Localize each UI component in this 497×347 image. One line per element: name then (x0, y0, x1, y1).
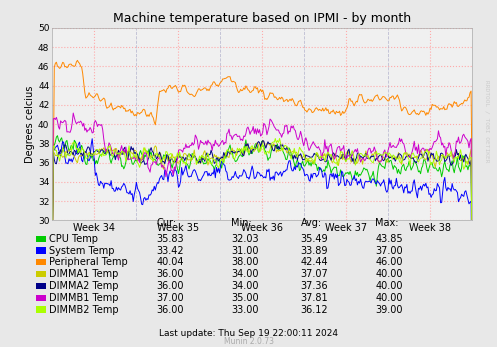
Text: 33.42: 33.42 (157, 246, 184, 255)
Text: Last update: Thu Sep 19 22:00:11 2024: Last update: Thu Sep 19 22:00:11 2024 (159, 329, 338, 338)
Text: 43.85: 43.85 (375, 234, 403, 244)
Y-axis label: Degrees celcius: Degrees celcius (25, 85, 35, 163)
Text: 38.00: 38.00 (231, 257, 258, 267)
Text: 40.00: 40.00 (375, 281, 403, 291)
Text: 36.12: 36.12 (301, 305, 329, 314)
Text: 36.00: 36.00 (157, 269, 184, 279)
Text: 37.81: 37.81 (301, 293, 329, 303)
Text: 34.00: 34.00 (231, 281, 258, 291)
Text: DIMMA1 Temp: DIMMA1 Temp (49, 269, 118, 279)
Text: 40.00: 40.00 (375, 293, 403, 303)
Text: Max:: Max: (375, 218, 399, 228)
Text: DIMMB2 Temp: DIMMB2 Temp (49, 305, 118, 314)
Text: 39.00: 39.00 (375, 305, 403, 314)
Text: Avg:: Avg: (301, 218, 322, 228)
Text: 34.00: 34.00 (231, 269, 258, 279)
Text: 35.49: 35.49 (301, 234, 329, 244)
Text: 31.00: 31.00 (231, 246, 258, 255)
Text: 37.00: 37.00 (157, 293, 184, 303)
Text: DIMMA2 Temp: DIMMA2 Temp (49, 281, 118, 291)
Text: Cur:: Cur: (157, 218, 176, 228)
Text: Peripheral Temp: Peripheral Temp (49, 257, 127, 267)
Text: 32.03: 32.03 (231, 234, 259, 244)
Text: 42.44: 42.44 (301, 257, 329, 267)
Text: 46.00: 46.00 (375, 257, 403, 267)
Text: 37.07: 37.07 (301, 269, 329, 279)
Text: 36.00: 36.00 (157, 305, 184, 314)
Text: Munin 2.0.73: Munin 2.0.73 (224, 337, 273, 346)
Text: 40.04: 40.04 (157, 257, 184, 267)
Text: 35.00: 35.00 (231, 293, 259, 303)
Text: RRDTOOL / TOBI OETIKER: RRDTOOL / TOBI OETIKER (485, 80, 490, 163)
Text: 36.00: 36.00 (157, 281, 184, 291)
Text: Min:: Min: (231, 218, 252, 228)
Text: 37.00: 37.00 (375, 246, 403, 255)
Text: CPU Temp: CPU Temp (49, 234, 98, 244)
Title: Machine temperature based on IPMI - by month: Machine temperature based on IPMI - by m… (113, 12, 411, 25)
Text: 35.83: 35.83 (157, 234, 184, 244)
Text: 37.36: 37.36 (301, 281, 329, 291)
Text: System Temp: System Temp (49, 246, 114, 255)
Text: 33.89: 33.89 (301, 246, 328, 255)
Text: 40.00: 40.00 (375, 269, 403, 279)
Text: 33.00: 33.00 (231, 305, 258, 314)
Text: DIMMB1 Temp: DIMMB1 Temp (49, 293, 118, 303)
